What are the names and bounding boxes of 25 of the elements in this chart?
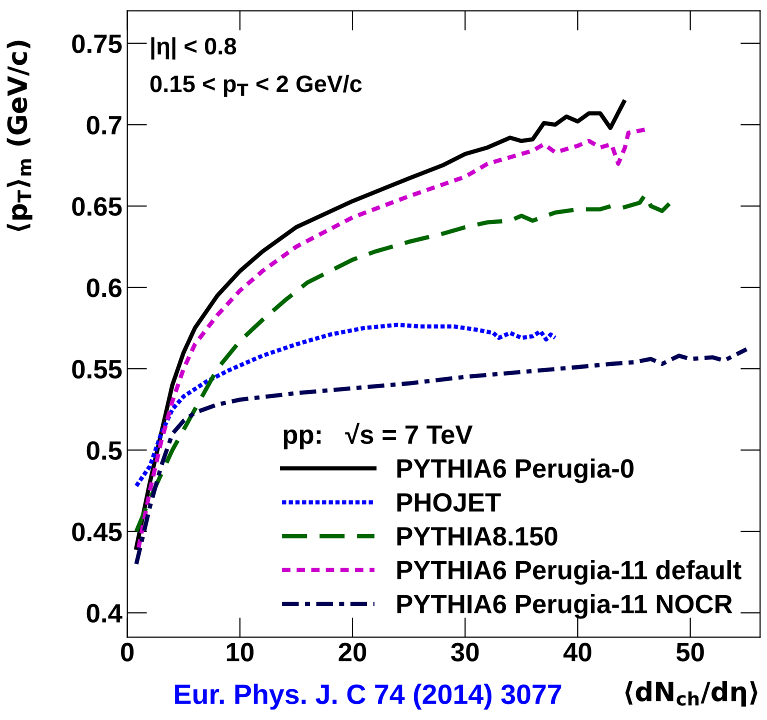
- legend-label: PYTHIA8.150: [397, 526, 558, 546]
- legend-label: PYTHIA6 Perugia-0: [397, 458, 634, 484]
- y-tick-label: 0.4: [86, 604, 122, 623]
- y-tick-label: 0.5: [86, 441, 122, 460]
- y-tick-label: 0.45: [72, 522, 122, 542]
- legend-label: PHOJET: [397, 493, 501, 512]
- y-tick-label: 0.6: [86, 278, 122, 298]
- x-tick-label: 0: [121, 642, 134, 662]
- x-tick-label: 40: [563, 642, 592, 662]
- x-tick-label: 30: [451, 642, 479, 662]
- y-tick-label: 0.65: [72, 197, 122, 216]
- y-tick-label: 0.7: [86, 116, 122, 135]
- legend-title: pp: √s = 7 TeV: [284, 422, 473, 450]
- y-tick-label: 0.75: [72, 34, 122, 54]
- text: Eur. Phys. J. C 74 (2014) 3077: [175, 684, 562, 710]
- x-tick-label: 20: [338, 642, 366, 662]
- x-tick-label: 50: [676, 642, 704, 662]
- x-axis-title: ⟨dN$_{ch}$/dη⟩: [625, 681, 758, 707]
- y-tick-label: 0.55: [72, 360, 122, 379]
- y-axis-title: ⟨p$_{T}$⟩$_{m}$ (GeV/c): [6, 40, 32, 232]
- x-tick-label: 10: [226, 642, 254, 662]
- annotation: 0.15 < p$_{T}$ < 2 GeV/c: [150, 74, 362, 97]
- legend-label: PYTHIA6 Perugia-11 NOCR: [397, 594, 732, 619]
- legend-label: PYTHIA6 Perugia-11 default: [397, 560, 742, 585]
- annotation: |η| < 0.8: [151, 37, 236, 60]
